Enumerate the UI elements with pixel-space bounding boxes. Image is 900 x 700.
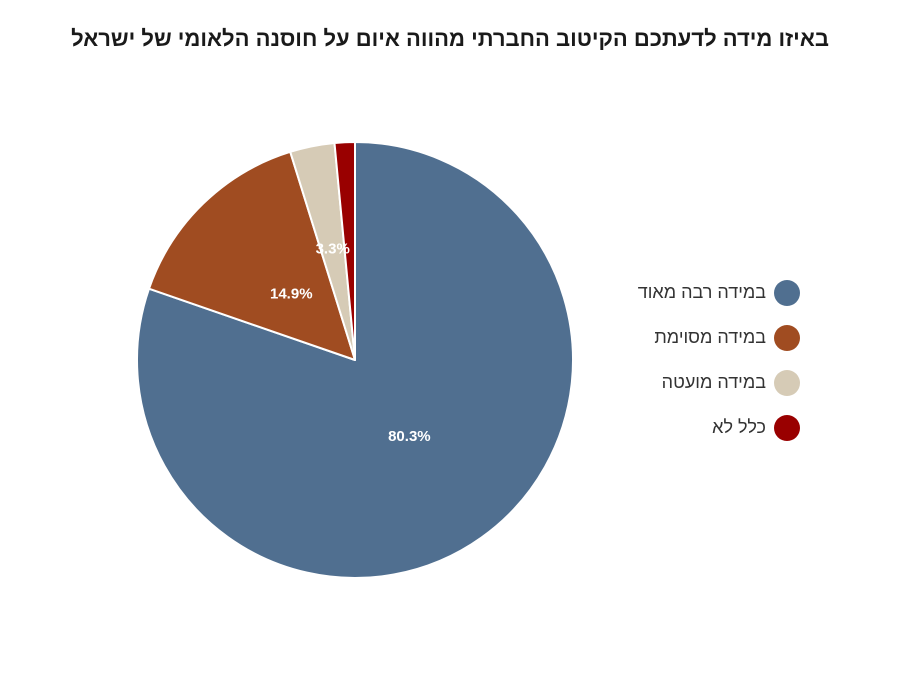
- label-very-much: 80.3%: [388, 428, 431, 445]
- legend-label: כלל לא: [712, 417, 766, 437]
- label-somewhat: 14.9%: [270, 286, 313, 303]
- legend-item-slightly[interactable]: במידה מועטה: [600, 360, 800, 405]
- legend-item-somewhat[interactable]: במידה מסוימת: [600, 315, 800, 360]
- legend-swatch: [774, 279, 800, 306]
- legend-swatch: [774, 324, 800, 351]
- chart-title: באיזו מידה לדעתכם הקיטוב החברתי מהווה אי…: [71, 26, 829, 51]
- legend-item-very-much[interactable]: במידה רבה מאוד: [600, 270, 800, 315]
- legend: במידה רבה מאוד במידה מסוימת במידה מועטה …: [600, 270, 800, 450]
- legend-item-not-at-all[interactable]: כלל לא: [600, 405, 800, 450]
- legend-swatch: [774, 369, 800, 396]
- legend-swatch: [774, 414, 800, 441]
- legend-label: במידה רבה מאוד: [637, 282, 766, 302]
- slice-somewhat[interactable]: [147, 150, 356, 361]
- slice-not-at-all[interactable]: [333, 141, 356, 361]
- legend-label: במידה מסוימת: [654, 327, 766, 347]
- label-slightly: 3.3%: [316, 240, 350, 257]
- legend-label: במידה מועטה: [661, 372, 766, 392]
